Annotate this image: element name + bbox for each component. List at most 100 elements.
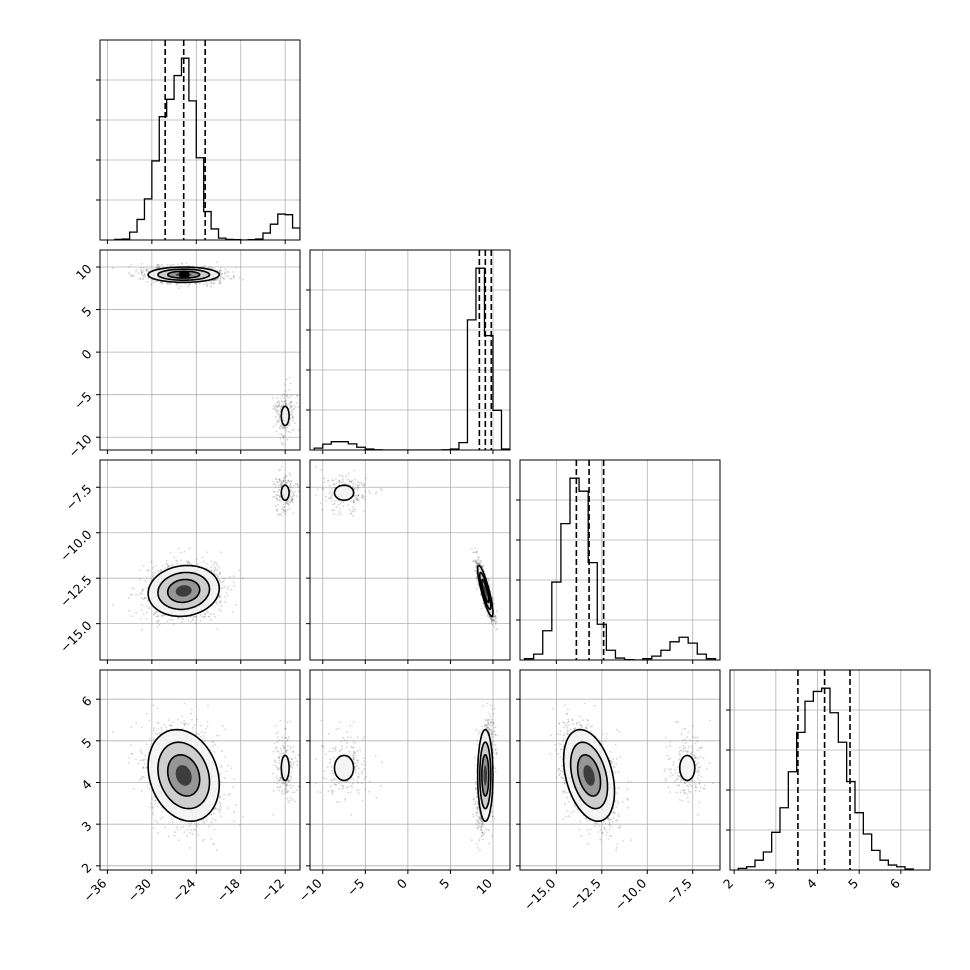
sample-point — [215, 261, 218, 264]
panel-p0-hist — [96, 39, 301, 244]
sample-point — [216, 565, 219, 567]
sample-point — [495, 620, 498, 623]
sample-point — [202, 266, 204, 268]
sample-point — [222, 277, 225, 280]
sample-point — [170, 264, 173, 267]
sample-point — [280, 484, 283, 487]
sample-point — [160, 568, 162, 571]
sample-point — [279, 433, 281, 435]
sample-point — [135, 593, 137, 596]
sample-point — [476, 562, 479, 565]
sample-point — [146, 281, 149, 283]
sample-point — [285, 393, 288, 396]
sample-point — [284, 402, 287, 405]
sample-point — [199, 619, 202, 622]
sample-point — [131, 587, 134, 589]
sample-point — [169, 264, 171, 267]
sample-point — [180, 559, 183, 562]
sample-point — [133, 588, 135, 590]
sample-point — [139, 618, 142, 621]
sample-point — [218, 572, 221, 575]
sample-point — [291, 498, 294, 501]
sample-point — [284, 475, 287, 478]
sample-point — [289, 417, 292, 420]
y-tick-label: −10 — [65, 431, 94, 460]
sample-point — [139, 270, 142, 272]
sample-point — [490, 618, 492, 620]
sample-point — [276, 401, 278, 404]
sample-point — [276, 406, 279, 409]
sample-point — [143, 596, 146, 599]
sample-point — [188, 283, 191, 285]
sample-point — [491, 596, 494, 599]
sample-point — [238, 569, 241, 572]
sample-point — [295, 495, 298, 497]
sample-point — [283, 392, 285, 395]
sample-point — [140, 268, 143, 271]
sample-point — [192, 617, 194, 620]
sample-point — [210, 265, 213, 268]
sample-point — [289, 406, 292, 409]
sample-point — [281, 434, 283, 437]
y-tick-label: 0 — [78, 346, 94, 362]
sample-point — [176, 617, 179, 619]
sample-point — [494, 615, 497, 617]
sample-point — [274, 505, 277, 508]
sample-point — [278, 488, 281, 491]
sample-point — [242, 577, 244, 580]
sample-point — [490, 618, 493, 621]
sample-point — [218, 608, 221, 611]
sample-point — [144, 579, 147, 582]
sample-point — [279, 495, 281, 498]
sample-point — [155, 266, 158, 269]
sample-point — [288, 376, 291, 379]
sample-point — [140, 609, 143, 611]
sample-point — [192, 619, 195, 621]
sample-point — [493, 618, 496, 621]
sample-point — [141, 589, 144, 591]
sample-point — [203, 265, 206, 267]
sample-point — [216, 569, 219, 572]
sample-point — [290, 482, 292, 485]
sample-point — [272, 408, 275, 410]
sample-point — [278, 413, 280, 416]
sample-point — [215, 627, 218, 630]
sample-point — [475, 569, 478, 572]
sample-point — [283, 510, 286, 512]
sample-point — [290, 499, 293, 502]
sample-point — [475, 551, 478, 554]
sample-point — [282, 505, 284, 508]
sample-point — [275, 509, 278, 511]
sample-point — [205, 567, 208, 569]
sample-point — [152, 572, 155, 574]
sample-point — [143, 273, 146, 276]
sample-point — [232, 611, 234, 613]
sample-point — [216, 602, 219, 605]
sample-point — [286, 509, 289, 511]
sample-point — [213, 267, 216, 269]
sample-point — [148, 606, 151, 609]
sample-point — [216, 277, 219, 280]
sample-point — [223, 586, 226, 589]
sample-point — [493, 615, 495, 618]
sample-point — [277, 421, 280, 423]
sample-point — [283, 480, 285, 483]
sample-point — [281, 481, 283, 484]
sample-point — [181, 263, 184, 265]
sample-point — [139, 592, 142, 595]
sample-point — [289, 484, 291, 487]
sample-point — [165, 559, 168, 562]
sample-point — [181, 617, 184, 620]
panel-frame — [309, 249, 511, 451]
panel-plot-area — [310, 250, 510, 450]
sample-point — [280, 400, 283, 402]
sample-point — [150, 283, 153, 286]
sample-point — [277, 481, 279, 484]
sample-point — [277, 420, 279, 423]
sample-point — [128, 597, 130, 600]
sample-point — [292, 415, 294, 418]
sample-point — [158, 570, 160, 573]
sample-point — [219, 280, 222, 282]
sample-point — [195, 615, 198, 618]
sample-point — [192, 615, 195, 618]
